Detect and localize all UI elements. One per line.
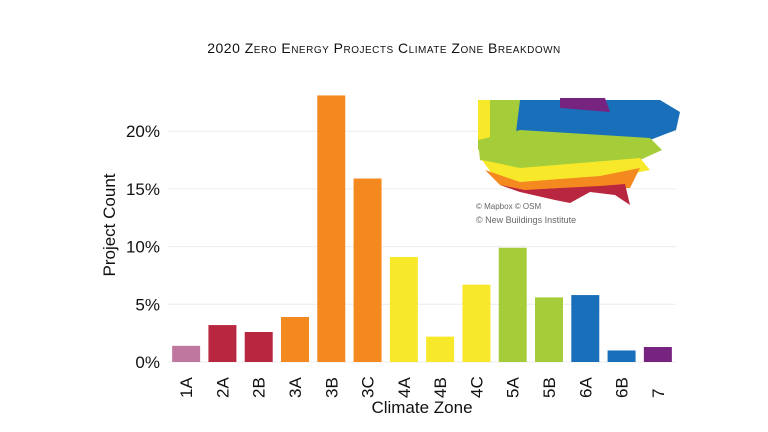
- chart-title: 2020 Zero Energy Projects Climate Zone B…: [207, 40, 561, 56]
- bar-3B: [317, 95, 346, 363]
- x-tick-label: 5B: [540, 377, 559, 398]
- bar-2B: [244, 331, 273, 362]
- x-tick-label: 3B: [322, 377, 341, 398]
- x-tick-label: 5A: [504, 377, 523, 398]
- bar-3C: [353, 178, 382, 362]
- x-tick-label: 2A: [213, 377, 232, 398]
- map-credit-nbi: © New Buildings Institute: [476, 215, 577, 225]
- y-tick-label: 5%: [135, 295, 160, 314]
- x-tick-label: 4B: [431, 377, 450, 398]
- bar-2A: [208, 325, 237, 362]
- bar-6B: [607, 350, 636, 362]
- bar-3A: [281, 316, 309, 362]
- climate-zone-region: [478, 100, 680, 140]
- x-tick-label: 6B: [613, 377, 632, 398]
- x-tick-label: 3A: [286, 377, 305, 398]
- bar-5A: [498, 247, 527, 362]
- y-tick-label: 10%: [126, 238, 160, 257]
- bar-5B: [535, 297, 563, 362]
- y-axis-label: Project Count: [100, 173, 119, 276]
- climate-zone-region: [478, 100, 490, 145]
- x-tick-label: 2B: [250, 377, 269, 398]
- y-tick-label: 0%: [135, 353, 160, 372]
- x-axis-label: Climate Zone: [371, 398, 472, 417]
- x-tick-label: 4C: [467, 376, 486, 398]
- x-tick-label: 7: [649, 389, 668, 398]
- x-tick-label: 3C: [359, 376, 378, 398]
- bar-4A: [389, 256, 418, 362]
- y-tick-label: 20%: [126, 122, 160, 141]
- x-tick-label: 6A: [576, 377, 595, 398]
- climate-zone-region: [560, 98, 610, 112]
- bar-4B: [426, 336, 455, 362]
- bar-7: [643, 346, 672, 362]
- us-climate-zone-map: [478, 98, 680, 205]
- y-tick-label: 15%: [126, 180, 160, 199]
- bar-6A: [571, 295, 600, 362]
- x-tick-label: 4A: [395, 377, 414, 398]
- map-credit-mapbox: © Mapbox © OSM: [476, 202, 542, 211]
- bar-1A: [172, 345, 201, 362]
- bar-4C: [462, 284, 491, 362]
- climate-zone-region: [500, 184, 630, 205]
- x-tick-label: 1A: [177, 377, 196, 398]
